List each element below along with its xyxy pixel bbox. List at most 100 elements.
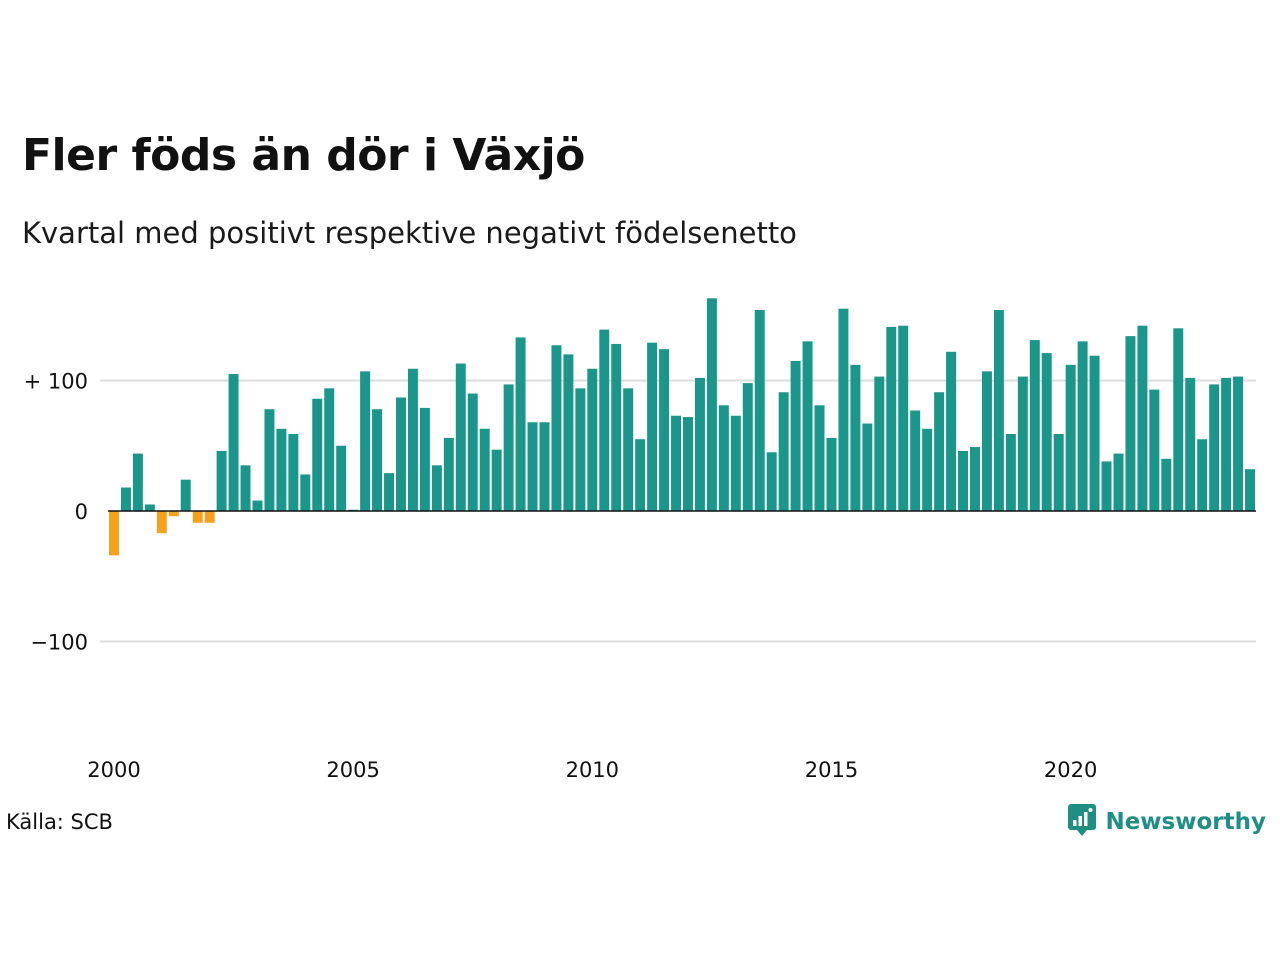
y-tick-label: −100: [30, 631, 88, 655]
bar: [790, 360, 801, 511]
bar: [551, 345, 562, 511]
x-tick-label: 2005: [326, 758, 379, 782]
bar: [754, 310, 765, 511]
bar: [1125, 336, 1136, 511]
bar: [120, 487, 131, 511]
bar: [1173, 328, 1184, 511]
source-note: Källa: SCB: [6, 810, 113, 834]
bar: [575, 388, 586, 511]
bar: [635, 439, 646, 511]
bar: [503, 384, 514, 511]
bar: [922, 428, 933, 511]
y-tick-label: + 100: [24, 370, 88, 394]
bar: [300, 474, 311, 511]
bar: [1101, 461, 1112, 511]
chart-subtitle: Kvartal med positivt respektive negativt…: [22, 216, 797, 250]
brand-logo[interactable]: Newsworthy: [1067, 803, 1266, 841]
bar: [623, 388, 634, 511]
bar: [288, 434, 299, 511]
bar: [1197, 439, 1208, 511]
bar: [228, 373, 239, 512]
bar: [168, 511, 179, 517]
bar: [1041, 353, 1052, 512]
bar: [946, 351, 957, 511]
bar: [862, 423, 873, 511]
x-tick-label: 2000: [87, 758, 140, 782]
x-axis-tick-labels: 2000 2005 2010 2015 2020: [87, 758, 1097, 782]
bar: [683, 417, 693, 511]
bar: [934, 392, 945, 511]
bar: [778, 392, 789, 511]
bar: [910, 410, 921, 511]
bar: [276, 428, 287, 511]
bar: [109, 511, 119, 556]
bar: [384, 473, 394, 511]
bar: [479, 428, 490, 511]
y-tick-label: 0: [75, 500, 88, 524]
bar: [802, 341, 813, 511]
newsworthy-logo-icon: [1067, 803, 1097, 841]
bar: [981, 371, 992, 511]
bar: [1185, 377, 1196, 511]
bar: [324, 388, 335, 511]
bar: [563, 354, 574, 511]
x-tick-label: 2010: [566, 758, 619, 782]
bar: [431, 465, 442, 511]
bar: [539, 422, 550, 511]
bar: [455, 363, 466, 511]
bar: [647, 342, 658, 511]
bar: [527, 422, 538, 511]
bar: [1233, 376, 1244, 511]
bar: [826, 437, 837, 511]
bar: [144, 504, 155, 511]
bar: [1245, 469, 1255, 511]
bar: [360, 371, 371, 511]
bar: [814, 405, 825, 511]
x-tick-label: 2015: [805, 758, 858, 782]
bar: [718, 405, 729, 511]
bar: [730, 415, 741, 512]
gridlines: [100, 379, 1256, 643]
brand-name: Newsworthy: [1105, 809, 1266, 835]
bar: [264, 409, 275, 511]
bar: [886, 327, 897, 511]
bar: [587, 368, 598, 511]
chart-title: Fler föds än dör i Växjö: [22, 130, 585, 181]
bar: [216, 450, 227, 511]
bar: [419, 407, 430, 511]
bar: [240, 465, 251, 511]
bar: [611, 343, 622, 511]
bar: [706, 298, 717, 511]
bar: [659, 349, 670, 511]
bar: [1113, 453, 1124, 511]
bar: [1017, 376, 1028, 511]
bar: [1089, 355, 1100, 511]
bar: [467, 393, 478, 511]
bar: [1077, 341, 1088, 511]
bar: [443, 437, 454, 511]
x-tick-label: 2020: [1044, 758, 1097, 782]
bar: [372, 409, 383, 511]
bar: [838, 308, 849, 511]
bar: [970, 447, 980, 512]
bar: [156, 511, 167, 534]
y-axis-tick-labels: + 100 0 −100: [24, 370, 88, 655]
bar: [1161, 458, 1172, 511]
bars: [109, 298, 1255, 556]
bar: [898, 325, 909, 511]
bar: [491, 449, 502, 511]
bar: [850, 364, 861, 511]
bar: [312, 398, 323, 511]
bar: [671, 415, 681, 512]
bar: [694, 377, 705, 511]
bar: [407, 368, 418, 511]
bar: [958, 450, 968, 511]
bar: [252, 500, 263, 511]
bar: [1065, 364, 1076, 511]
bar: [766, 452, 777, 511]
bar: [336, 445, 347, 511]
bar: [1053, 434, 1064, 511]
bar: [515, 337, 526, 511]
bar: [204, 511, 215, 523]
bar: [132, 453, 143, 511]
